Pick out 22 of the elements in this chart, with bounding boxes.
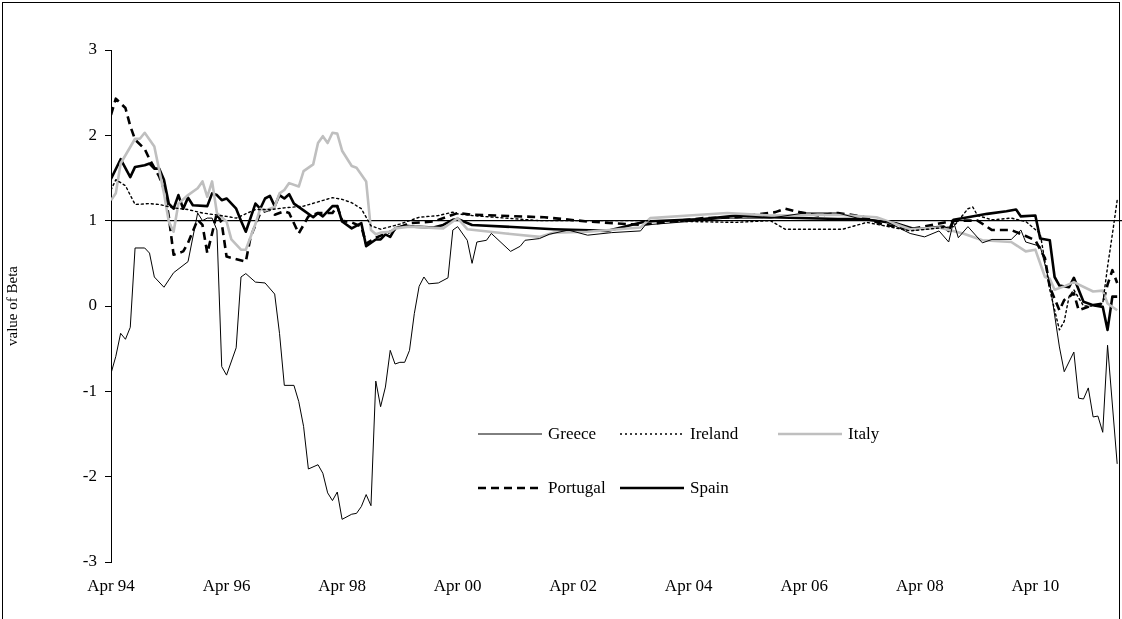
x-tick-label: Apr 94 bbox=[87, 575, 136, 595]
y-tick-label: -3 bbox=[82, 551, 97, 571]
y-tick-label: -2 bbox=[82, 466, 97, 486]
x-tick-label: Apr 02 bbox=[549, 575, 598, 595]
legend-label: Ireland bbox=[690, 424, 739, 444]
x-tick-label: Apr 10 bbox=[1011, 575, 1060, 595]
y-axis-title: value of Beta bbox=[3, 265, 20, 346]
y-tick-label: -1 bbox=[82, 380, 97, 400]
y-tick-label: 1 bbox=[88, 210, 97, 230]
legend-label: Portugal bbox=[548, 478, 606, 498]
x-tick-label: Apr 06 bbox=[780, 575, 829, 595]
x-tick-label: Apr 96 bbox=[202, 575, 251, 595]
y-tick-label: 0 bbox=[88, 295, 97, 315]
y-tick-label: 3 bbox=[88, 39, 97, 59]
y-tick-label: 2 bbox=[88, 124, 97, 144]
legend-label: Spain bbox=[690, 478, 729, 498]
x-tick-label: Apr 98 bbox=[318, 575, 366, 595]
legend-label: Italy bbox=[848, 424, 880, 444]
x-tick-label: Apr 08 bbox=[895, 575, 944, 595]
legend-label: Greece bbox=[548, 424, 597, 444]
x-tick-label: Apr 00 bbox=[433, 575, 482, 595]
x-tick-label: Apr 04 bbox=[664, 575, 714, 595]
